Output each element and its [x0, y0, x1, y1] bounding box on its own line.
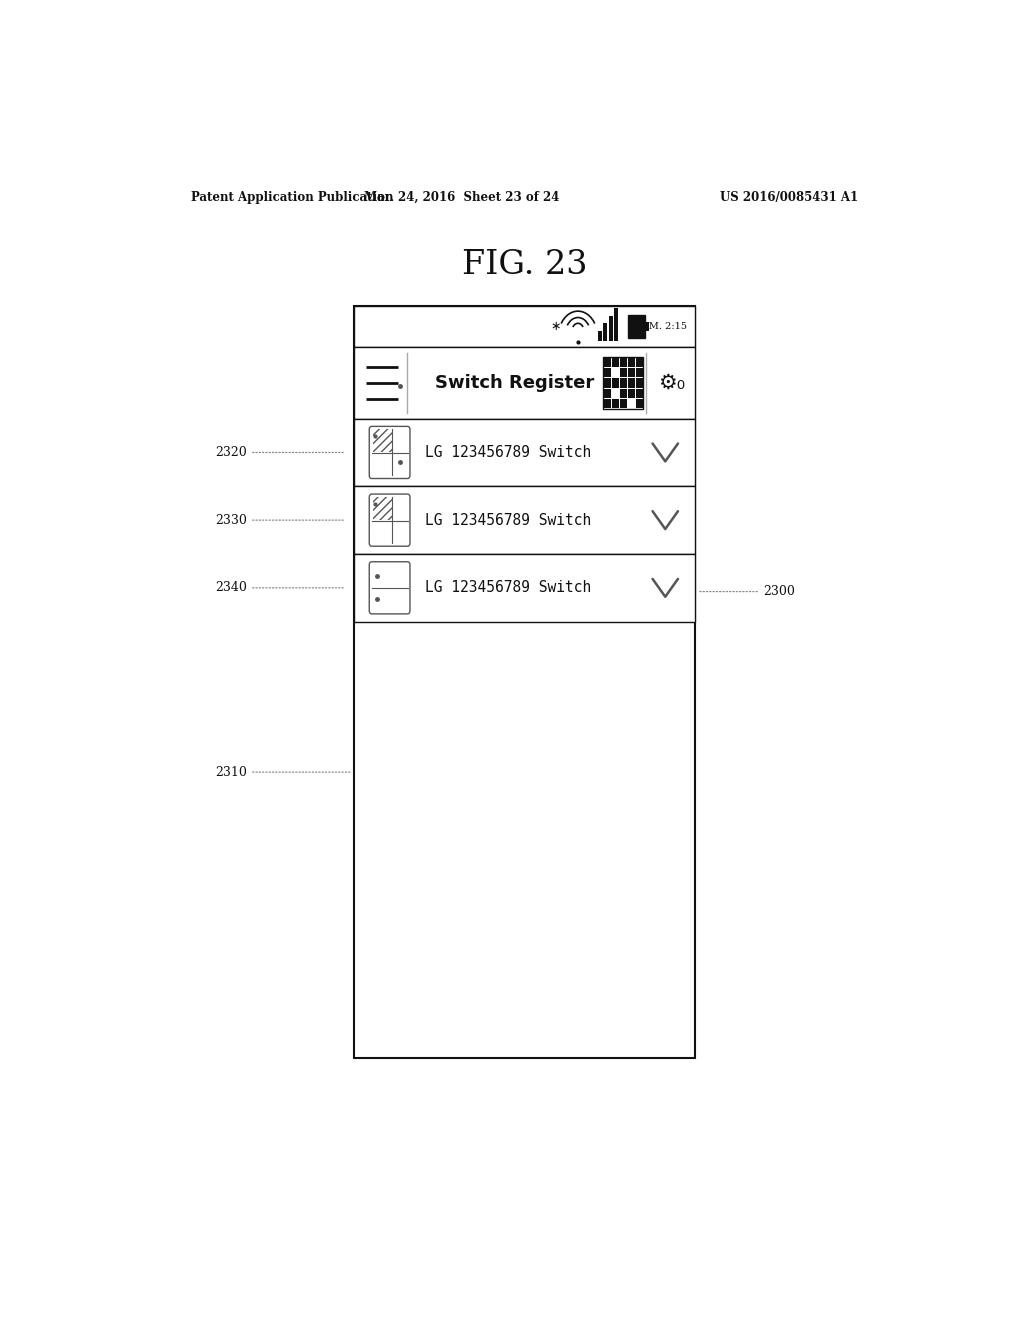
FancyBboxPatch shape — [370, 562, 410, 614]
Bar — [628, 358, 635, 367]
Text: 2300: 2300 — [698, 585, 795, 598]
Bar — [604, 399, 611, 408]
Text: 2320: 2320 — [215, 446, 343, 459]
Bar — [373, 498, 393, 520]
Bar — [354, 306, 695, 1057]
Bar — [636, 358, 643, 367]
Bar — [620, 368, 627, 378]
Bar — [603, 323, 607, 341]
Bar — [628, 368, 635, 378]
Bar — [636, 388, 643, 397]
Bar — [604, 368, 611, 378]
Bar — [604, 358, 611, 367]
Bar — [611, 358, 618, 367]
Bar — [636, 399, 643, 408]
Bar — [354, 418, 695, 486]
Text: ∗: ∗ — [551, 319, 561, 333]
Text: FIG. 23: FIG. 23 — [462, 249, 588, 281]
Bar — [628, 315, 645, 338]
Text: 2310: 2310 — [215, 766, 351, 779]
Bar — [628, 379, 635, 388]
Text: Switch Register: Switch Register — [435, 374, 594, 392]
Bar — [373, 429, 393, 453]
Bar — [354, 486, 695, 554]
Bar — [611, 379, 618, 388]
Bar — [636, 379, 643, 388]
Text: US 2016/0085431 A1: US 2016/0085431 A1 — [720, 190, 858, 203]
Text: 2330: 2330 — [215, 513, 343, 527]
Text: Mar. 24, 2016  Sheet 23 of 24: Mar. 24, 2016 Sheet 23 of 24 — [364, 190, 559, 203]
FancyBboxPatch shape — [370, 426, 410, 479]
Bar — [354, 347, 695, 418]
Text: P.M. 2:15: P.M. 2:15 — [641, 322, 687, 331]
Text: ⚙₀: ⚙₀ — [658, 372, 685, 393]
Bar — [354, 306, 695, 347]
Text: 2340: 2340 — [215, 581, 343, 594]
Bar — [603, 358, 643, 409]
Bar — [598, 330, 602, 341]
Bar — [354, 554, 695, 622]
Bar — [614, 309, 618, 341]
Bar — [604, 388, 611, 397]
Bar — [620, 388, 627, 397]
Text: LG 123456789 Switch: LG 123456789 Switch — [425, 512, 591, 528]
Bar — [604, 379, 611, 388]
Bar — [645, 322, 648, 331]
Bar — [609, 315, 613, 341]
Bar — [620, 399, 627, 408]
Text: LG 123456789 Switch: LG 123456789 Switch — [425, 581, 591, 595]
FancyBboxPatch shape — [370, 494, 410, 546]
Bar — [611, 399, 618, 408]
Bar — [628, 388, 635, 397]
Text: LG 123456789 Switch: LG 123456789 Switch — [425, 445, 591, 459]
Bar — [636, 368, 643, 378]
Bar — [620, 358, 627, 367]
Bar — [620, 379, 627, 388]
Text: Patent Application Publication: Patent Application Publication — [191, 190, 394, 203]
